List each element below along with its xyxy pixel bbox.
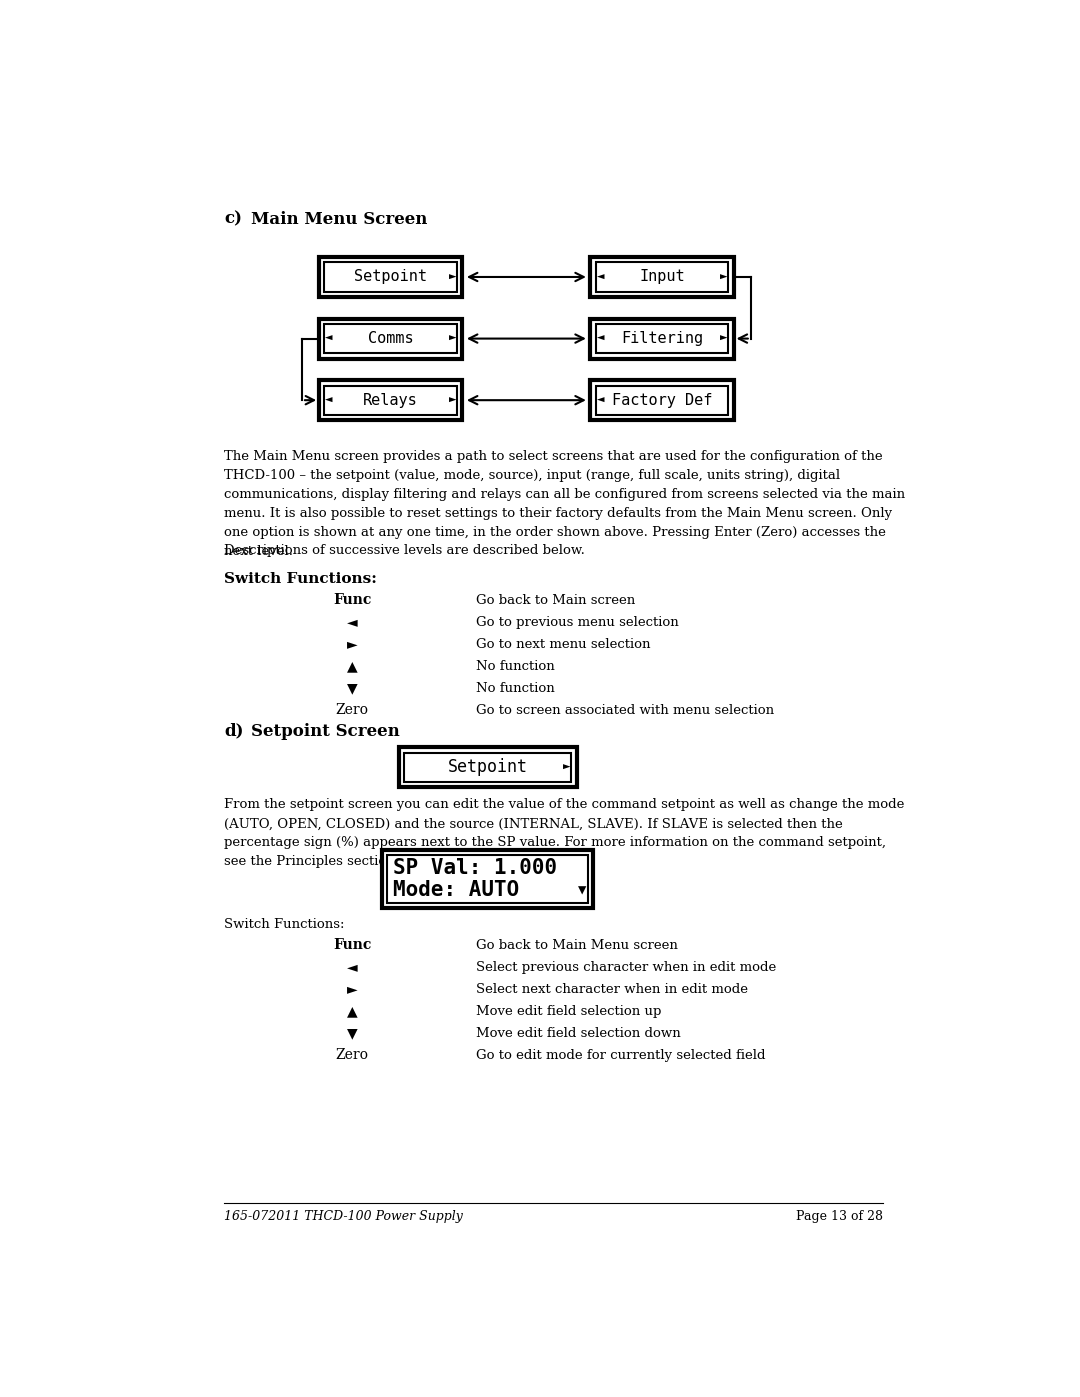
Text: ►: ► [448,394,456,407]
Text: Go to edit mode for currently selected field: Go to edit mode for currently selected f… [476,1049,766,1062]
Text: From the setpoint screen you can edit the value of the command setpoint as well : From the setpoint screen you can edit th… [225,798,905,869]
Text: Move edit field selection down: Move edit field selection down [476,1027,680,1039]
Text: ◄: ◄ [596,394,604,407]
Text: ◄: ◄ [325,332,333,345]
Text: The Main Menu screen provides a path to select screens that are used for the con: The Main Menu screen provides a path to … [225,450,905,559]
FancyBboxPatch shape [591,380,733,420]
Text: ◄: ◄ [347,615,357,629]
FancyBboxPatch shape [319,380,462,420]
FancyBboxPatch shape [404,753,571,782]
Text: ►: ► [347,637,357,651]
Text: ◄: ◄ [596,271,604,284]
Text: c): c) [225,211,242,228]
Text: Setpoint: Setpoint [354,270,428,285]
Text: ◄: ◄ [347,960,357,974]
Text: ▼: ▼ [578,884,586,898]
Text: ▲: ▲ [347,659,357,673]
Text: Switch Functions:: Switch Functions: [225,918,345,930]
Text: No function: No function [476,682,555,694]
FancyBboxPatch shape [596,324,728,353]
Text: Zero: Zero [336,1048,368,1062]
Text: Zero: Zero [336,703,368,717]
Text: ►: ► [448,332,456,345]
Text: Setpoint: Setpoint [447,759,528,777]
FancyBboxPatch shape [596,386,728,415]
FancyBboxPatch shape [319,319,462,359]
Text: Move edit field selection up: Move edit field selection up [476,1004,661,1017]
FancyBboxPatch shape [324,263,457,292]
Text: Go to previous menu selection: Go to previous menu selection [476,616,678,629]
Text: Setpoint Screen: Setpoint Screen [252,722,400,740]
Text: Go back to Main Menu screen: Go back to Main Menu screen [476,939,678,951]
Text: Main Menu Screen: Main Menu Screen [252,211,428,228]
Text: SP Val: 1.000: SP Val: 1.000 [393,858,557,879]
FancyBboxPatch shape [591,319,733,359]
Text: Switch Functions:: Switch Functions: [225,571,377,585]
Text: Func: Func [333,594,372,608]
FancyBboxPatch shape [399,747,577,788]
Text: ▼: ▼ [347,1027,357,1041]
FancyBboxPatch shape [319,257,462,298]
Text: ◄: ◄ [325,394,333,407]
FancyBboxPatch shape [382,851,593,908]
Text: Go to screen associated with menu selection: Go to screen associated with menu select… [476,704,774,717]
FancyBboxPatch shape [324,324,457,353]
Text: d): d) [225,722,244,740]
Text: ►: ► [720,332,727,345]
FancyBboxPatch shape [324,386,457,415]
Text: ▲: ▲ [347,1004,357,1018]
Text: ►: ► [720,271,727,284]
Text: Mode: AUTO: Mode: AUTO [393,880,519,900]
Text: ▼: ▼ [347,682,357,696]
Text: Descriptions of successive levels are described below.: Descriptions of successive levels are de… [225,545,585,557]
FancyBboxPatch shape [591,257,733,298]
Text: Comms: Comms [368,331,414,346]
Text: Select next character when in edit mode: Select next character when in edit mode [476,982,748,996]
Text: Input: Input [639,270,685,285]
Text: Relays: Relays [363,393,418,408]
Text: ◄: ◄ [596,332,604,345]
Text: Filtering: Filtering [621,331,703,346]
FancyBboxPatch shape [596,263,728,292]
Text: Go back to Main screen: Go back to Main screen [476,594,635,606]
Text: Factory Def: Factory Def [611,393,712,408]
Text: ►: ► [448,271,456,284]
Text: ►: ► [563,761,570,774]
Text: 165-072011 THCD-100 Power Supply: 165-072011 THCD-100 Power Supply [225,1210,463,1222]
Text: Go to next menu selection: Go to next menu selection [476,638,650,651]
Text: Page 13 of 28: Page 13 of 28 [796,1210,882,1222]
Text: Func: Func [333,939,372,953]
FancyBboxPatch shape [387,855,589,904]
Text: No function: No function [476,659,555,673]
Text: Select previous character when in edit mode: Select previous character when in edit m… [476,961,777,974]
Text: ►: ► [347,982,357,996]
